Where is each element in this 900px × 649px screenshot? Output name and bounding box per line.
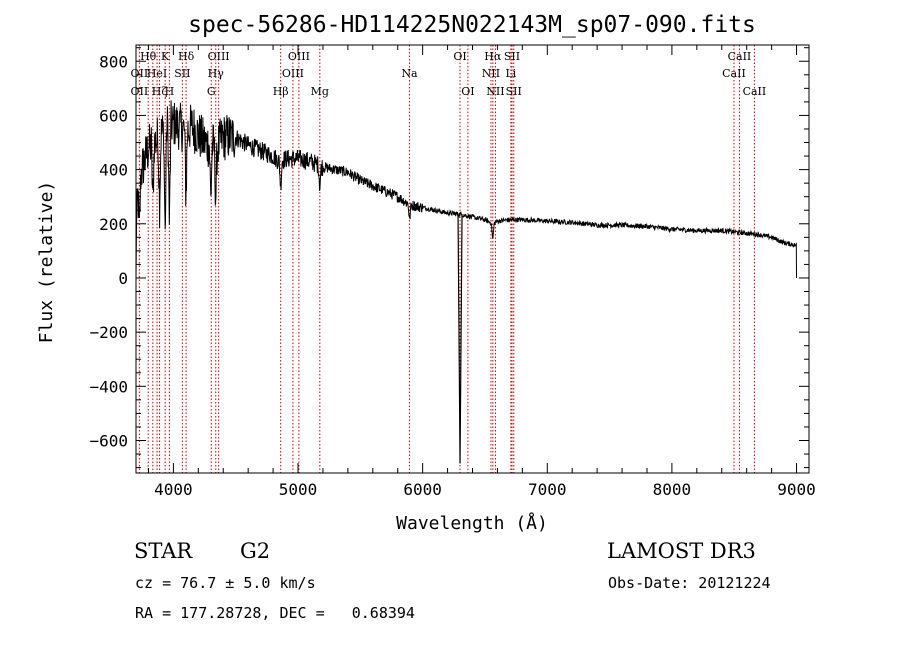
spectral-line-label: OI [453,50,466,63]
survey-name: LAMOST DR3 [607,539,756,563]
spectral-line-label: Li [505,67,516,80]
spectral-line-label: Na [401,67,418,80]
spectral-line-label: NII [482,67,500,80]
x-tick-label: 9000 [777,480,816,499]
chart-title: spec-56286-HD114225N022143M_sp07-090.fit… [188,12,756,38]
spectral-line-label: SII [174,67,190,80]
spectral-line-label: OIII [208,50,230,63]
spectral-subclass: G2 [240,539,271,563]
y-tick-label: −200 [89,323,128,342]
x-axis-ticks: 4000 5000 6000 7000 8000 9000 [147,45,816,499]
obs-date: Obs-Date: 20121224 [608,574,771,592]
y-axis-label: Flux (relative) [36,181,57,344]
spectral-line-label: OII [131,67,149,80]
spectral-line-label: HeI [147,67,167,80]
spectral-line-label: SII [504,50,520,63]
spectral-line-label: Hβ [273,85,289,98]
coordinates: RA = 177.28728, DEC = 0.68394 [135,604,415,622]
x-tick-label: 7000 [528,480,567,499]
spectral-line-label: Hζ [152,85,168,98]
x-tick-label: 4000 [154,480,193,499]
spectral-line-markers [138,45,755,473]
y-axis-ticks: −600 −400 −200 0 200 400 600 800 [89,47,809,469]
spectral-line-label: CaII [722,67,746,80]
redshift-cz: cz = 76.7 ± 5.0 km/s [135,574,316,592]
spectral-line-label: Mg [311,85,329,98]
y-tick-label: 200 [99,215,128,234]
spectral-line-label: Hα [484,50,502,63]
spectrum-line [135,100,797,279]
spectral-line-label: OIII [282,67,304,80]
spectral-line-label: G [207,85,216,98]
y-tick-label: 600 [99,106,128,125]
x-tick-label: 5000 [279,480,318,499]
spectral-line-label: NII [486,85,504,98]
spectral-line-label: Hγ [208,67,225,80]
spectral-line-label: SII [506,85,522,98]
spectral-line-label: CaII [728,50,752,63]
x-tick-label: 6000 [403,480,442,499]
spectral-line-label: CaII [743,85,767,98]
x-tick-label: 8000 [653,480,692,499]
y-tick-label: 800 [99,52,128,71]
spectral-line-labels: OII OII Hθ HeI Hζ K H SII Hδ G Hγ OIII Hβ OIII OIII Mg N… [131,50,767,98]
x-axis-label: Wavelength (Å) [396,512,548,534]
spectral-line-label: Hδ [178,50,195,63]
plot-frame [135,44,810,474]
spectral-line-label: K [161,50,170,63]
y-tick-label: 0 [118,269,128,288]
y-tick-label: 400 [99,161,128,180]
object-type: STAR [134,539,193,563]
spectral-line-label: OII [131,85,149,98]
spectral-line-label: Hθ [140,50,157,63]
spectral-line-label: OIII [288,50,310,63]
y-tick-label: −400 [89,377,128,396]
spectral-line-label: H [165,85,175,98]
y-tick-label: −600 [89,431,128,450]
spectral-line-label: OI [461,85,474,98]
